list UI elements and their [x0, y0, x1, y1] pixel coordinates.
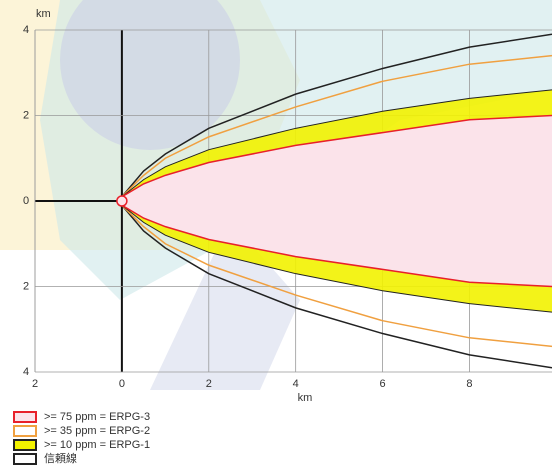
chart: km km 20246842024>= 75 ppm = ERPG-3>= 35… — [0, 0, 552, 474]
legend-swatch — [14, 440, 36, 450]
legend-label: 信頼線 — [44, 451, 77, 465]
x-tick-label: 0 — [119, 378, 125, 390]
y-axis-label: km — [36, 8, 51, 20]
source-marker — [117, 196, 127, 206]
page: km km 20246842024>= 75 ppm = ERPG-3>= 35… — [0, 0, 552, 474]
y-tick-label: 4 — [23, 24, 29, 36]
x-tick-label: 6 — [380, 378, 386, 390]
x-axis-label: km — [298, 392, 313, 404]
y-tick-label: 2 — [23, 280, 29, 292]
legend-label: >= 10 ppm = ERPG-1 — [44, 439, 150, 451]
legend-swatch — [14, 412, 36, 422]
x-tick-label: 2 — [206, 378, 212, 390]
y-tick-label: 0 — [23, 195, 29, 207]
x-tick-label: 2 — [32, 378, 38, 390]
y-tick-label: 2 — [23, 109, 29, 121]
legend-label: >= 35 ppm = ERPG-2 — [44, 425, 150, 437]
y-tick-label: 4 — [23, 366, 29, 378]
x-tick-label: 8 — [466, 378, 472, 390]
legend-label: >= 75 ppm = ERPG-3 — [44, 411, 150, 423]
x-tick-label: 4 — [293, 378, 299, 390]
